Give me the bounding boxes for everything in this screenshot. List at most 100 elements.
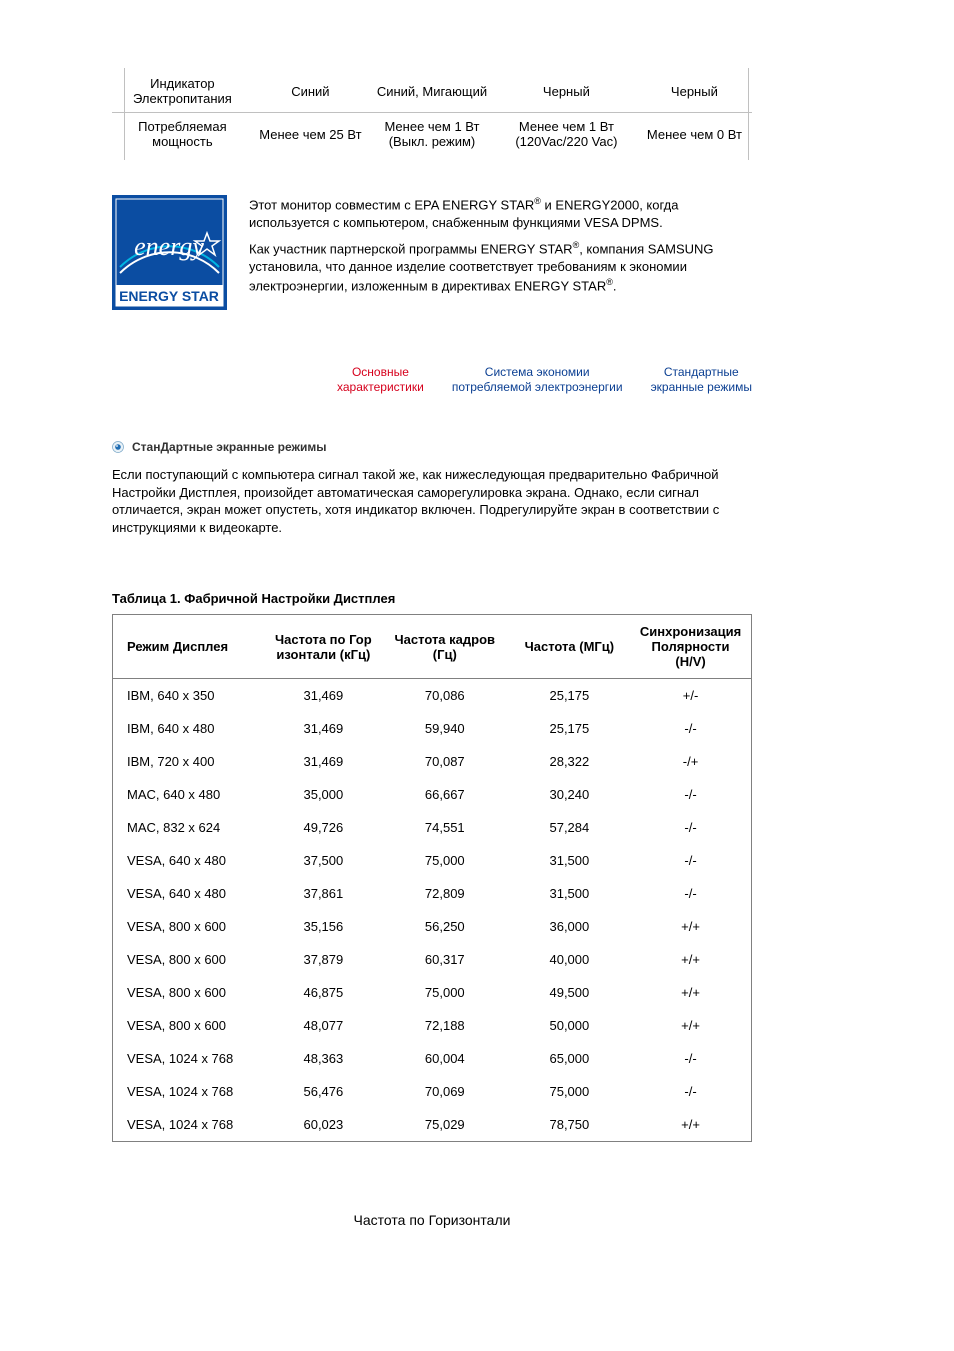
- cell-clock: 65,000: [509, 1042, 630, 1075]
- divider-left: [124, 68, 125, 160]
- cell-hfreq: 35,156: [266, 910, 381, 943]
- cell-vfreq: 70,087: [381, 745, 509, 778]
- cell-polarity: +/+: [630, 943, 751, 976]
- cell-hfreq: 35,000: [266, 778, 381, 811]
- cell-hfreq: 37,500: [266, 844, 381, 877]
- horizontal-frequency-title: Частота по Горизонтали: [112, 1212, 752, 1228]
- table-row: VESA, 640 x 48037,86172,80931,500-/-: [113, 877, 752, 910]
- cell-clock: 30,240: [509, 778, 630, 811]
- cell-clock: 25,175: [509, 712, 630, 745]
- cell-polarity: -/-: [630, 712, 751, 745]
- cell-hfreq: 37,861: [266, 877, 381, 910]
- table-row: MAC, 832 x 62449,72674,55157,284-/-: [113, 811, 752, 844]
- col-header: Частота кадров (Гц): [381, 615, 509, 679]
- cell-polarity: -/+: [630, 745, 751, 778]
- cell-polarity: -/-: [630, 844, 751, 877]
- cell-mode: MAC, 832 x 624: [113, 811, 266, 844]
- cell-polarity: -/-: [630, 877, 751, 910]
- cell-clock: 75,000: [509, 1075, 630, 1108]
- cell-hfreq: 37,879: [266, 943, 381, 976]
- table-row: VESA, 1024 x 76860,02375,02978,750+/+: [113, 1108, 752, 1142]
- cell-clock: 36,000: [509, 910, 630, 943]
- text: .: [613, 278, 617, 293]
- energy-star-caption: ENERGY STAR: [119, 288, 219, 304]
- cell-mode: MAC, 640 x 480: [113, 778, 266, 811]
- col-header: Частота (МГц): [509, 615, 630, 679]
- cell-vfreq: 75,000: [381, 844, 509, 877]
- cell-vfreq: 75,029: [381, 1108, 509, 1142]
- bullet-icon: [112, 441, 124, 453]
- cell-vfreq: 59,940: [381, 712, 509, 745]
- table-title: Таблица 1. Фабричной Настройки Дистплея: [112, 591, 752, 606]
- cell-polarity: +/+: [630, 910, 751, 943]
- cell-mode: IBM, 640 x 480: [113, 712, 266, 745]
- table-row: VESA, 1024 x 76856,47670,06975,000-/-: [113, 1075, 752, 1108]
- registered-mark: ®: [606, 277, 613, 287]
- cell-hfreq: 31,469: [266, 712, 381, 745]
- cell-vfreq: 72,809: [381, 877, 509, 910]
- table-row: VESA, 640 x 48037,50075,00031,500-/-: [113, 844, 752, 877]
- cell-clock: 50,000: [509, 1009, 630, 1042]
- cell-polarity: +/+: [630, 1009, 751, 1042]
- nav-label: Основные: [337, 365, 424, 380]
- table-row: VESA, 800 x 60046,87575,00049,500+/+: [113, 976, 752, 1009]
- cell-hfreq: 49,726: [266, 811, 381, 844]
- registered-mark: ®: [534, 196, 541, 206]
- cell-polarity: -/-: [630, 1042, 751, 1075]
- cell-mode: VESA, 1024 x 768: [113, 1042, 266, 1075]
- cell-vfreq: 70,069: [381, 1075, 509, 1108]
- table-row: IBM, 720 x 40031,46970,08728,322-/+: [113, 745, 752, 778]
- cell-label: Потребляемая мощность: [112, 113, 253, 156]
- cell-polarity: -/-: [630, 1075, 751, 1108]
- col-header: Частота по Гор изонтали (кГц): [266, 615, 381, 679]
- nav-tab-powersaver[interactable]: Система экономии потребляемой электроэне…: [452, 365, 623, 395]
- cell-vfreq: 60,317: [381, 943, 509, 976]
- nav-label: экранные режимы: [651, 380, 752, 395]
- nav-label: Стандартные: [651, 365, 752, 380]
- divider-right: [748, 68, 749, 160]
- energy-star-logo: energy ENERGY STAR: [112, 195, 227, 310]
- cell-hfreq: 60,023: [266, 1108, 381, 1142]
- cell-mode: VESA, 800 x 600: [113, 910, 266, 943]
- cell-clock: 31,500: [509, 877, 630, 910]
- table-row: VESA, 800 x 60035,15656,25036,000+/+: [113, 910, 752, 943]
- cell-mode: VESA, 800 x 600: [113, 976, 266, 1009]
- cell-mode: VESA, 640 x 480: [113, 877, 266, 910]
- cell-clock: 28,322: [509, 745, 630, 778]
- preset-modes-table: Режим Дисплея Частота по Гор изонтали (к…: [112, 614, 752, 1142]
- cell-hfreq: 31,469: [266, 745, 381, 778]
- text: Этот монитор совместим с EPA ENERGY STAR: [249, 197, 534, 212]
- cell-mode: VESA, 1024 x 768: [113, 1108, 266, 1142]
- nav-tab-general[interactable]: Основные характеристики: [337, 365, 424, 395]
- cell: Менее чем 25 Вт: [253, 113, 368, 156]
- cell-label: Индикатор Электропитания: [112, 70, 253, 113]
- cell-clock: 78,750: [509, 1108, 630, 1142]
- table-row: Индикатор Электропитания Синий Синий, Ми…: [112, 70, 752, 113]
- cell-vfreq: 72,188: [381, 1009, 509, 1042]
- nav-label: Система экономии: [452, 365, 623, 380]
- nav-tab-preset-modes[interactable]: Стандартные экранные режимы: [651, 365, 752, 395]
- table-header-row: Режим Дисплея Частота по Гор изонтали (к…: [113, 615, 752, 679]
- cell-mode: IBM, 720 x 400: [113, 745, 266, 778]
- cell-vfreq: 75,000: [381, 976, 509, 1009]
- section-heading: СтанДартные экранные режимы: [112, 440, 752, 454]
- table-row: MAC, 640 x 48035,00066,66730,240-/-: [113, 778, 752, 811]
- power-indicator-table: Индикатор Электропитания Синий Синий, Ми…: [112, 70, 752, 155]
- col-header: Режим Дисплея: [113, 615, 266, 679]
- cell-hfreq: 31,469: [266, 679, 381, 713]
- intro-paragraph: Если поступающий с компьютера сигнал так…: [112, 466, 752, 536]
- cell-vfreq: 56,250: [381, 910, 509, 943]
- cell-mode: IBM, 640 x 350: [113, 679, 266, 713]
- cell-clock: 25,175: [509, 679, 630, 713]
- cell-hfreq: 48,363: [266, 1042, 381, 1075]
- energy-star-text: Этот монитор совместим с EPA ENERGY STAR…: [249, 195, 742, 310]
- cell-polarity: -/-: [630, 778, 751, 811]
- cell-polarity: +/+: [630, 976, 751, 1009]
- cell-mode: VESA, 1024 x 768: [113, 1075, 266, 1108]
- cell-vfreq: 60,004: [381, 1042, 509, 1075]
- table-row: IBM, 640 x 35031,46970,08625,175+/-: [113, 679, 752, 713]
- cell: Черный: [496, 70, 637, 113]
- nav-label: потребляемой электроэнергии: [452, 380, 623, 395]
- cell-clock: 49,500: [509, 976, 630, 1009]
- table-row: IBM, 640 x 48031,46959,94025,175-/-: [113, 712, 752, 745]
